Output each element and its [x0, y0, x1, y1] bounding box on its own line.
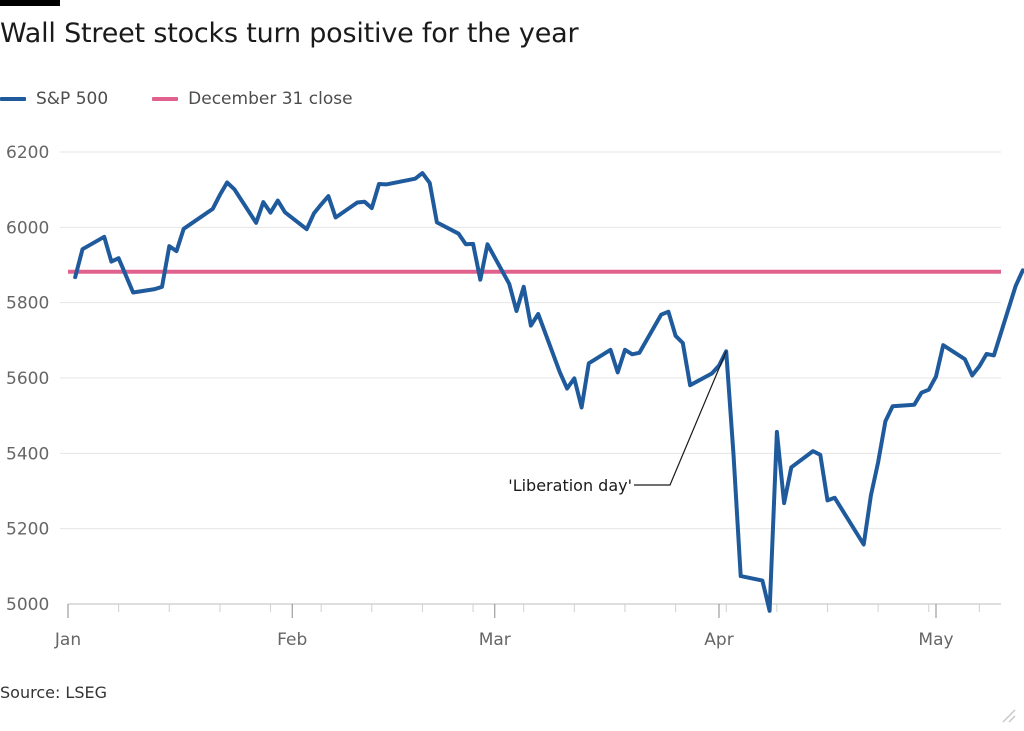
- resize-grip-icon: [1002, 709, 1016, 723]
- x-tick-label: Mar: [479, 630, 511, 650]
- y-tick-label: 5400: [6, 444, 49, 464]
- legend-swatch-sp500: [0, 97, 26, 101]
- x-tick-label: Apr: [704, 630, 733, 650]
- legend-swatch-dec31: [152, 97, 179, 101]
- y-tick-label: 5600: [6, 369, 49, 389]
- y-tick-label: 5800: [6, 294, 49, 314]
- sp500-line: [73, 171, 1024, 613]
- y-tick-label: 5200: [6, 520, 49, 540]
- legend-label-dec31: December 31 close: [188, 89, 353, 109]
- legend-item-dec31: December 31 close: [152, 89, 353, 109]
- brand-bar: [0, 0, 60, 6]
- legend-label-sp500: S&P 500: [36, 89, 109, 109]
- legend-item-sp500: S&P 500: [0, 89, 108, 109]
- annotation-leader-line: [634, 351, 727, 486]
- legend: S&P 500 December 31 close: [0, 87, 353, 111]
- y-tick-label: 6200: [6, 143, 49, 163]
- chart-title: Wall Street stocks turn positive for the…: [0, 18, 579, 49]
- annotation-liberation-day: 'Liberation day': [508, 476, 632, 495]
- x-tick-label: Jan: [54, 630, 81, 650]
- x-tick-label: Feb: [277, 630, 307, 650]
- y-tick-label: 5000: [6, 595, 49, 615]
- x-tick-label: May: [918, 630, 953, 650]
- y-tick-label: 6000: [6, 218, 49, 238]
- source-note: Source: LSEG: [0, 683, 108, 702]
